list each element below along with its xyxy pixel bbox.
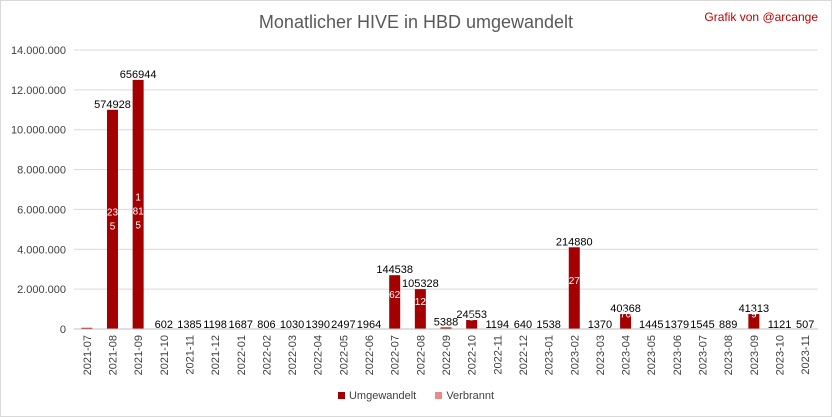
x-tick-label: 2022-10	[467, 335, 479, 375]
x-tick-label: 2023-06	[672, 335, 684, 375]
data-label-total: 214880	[556, 236, 593, 248]
data-label-total: 41313	[739, 303, 770, 315]
bar-umgewandelt	[389, 275, 401, 329]
data-label-total: 1370	[588, 319, 612, 331]
data-label-inner: 5	[469, 313, 475, 324]
data-label-inner: 5	[135, 220, 141, 231]
data-label-inner: 27	[569, 276, 581, 287]
data-label-inner: 62	[389, 290, 401, 301]
x-tick-label: 2022-05	[338, 335, 350, 375]
x-tick-label: 2023-04	[621, 335, 633, 375]
x-tick-label: 2022-11	[492, 335, 504, 375]
x-tick-label: 2022-09	[441, 335, 453, 375]
bar-umgewandelt	[748, 314, 760, 329]
x-tick-label: 2021-10	[159, 335, 171, 375]
data-label-total: 1194	[485, 319, 509, 331]
x-tick-label: 2023-01	[544, 335, 556, 375]
legend-item-verbrannt: Verbrannt	[435, 390, 494, 402]
credit-label: Grafik von @arcange	[704, 10, 818, 24]
legend-swatch-verbrannt	[435, 392, 443, 399]
data-label-total: 144538	[376, 264, 413, 276]
y-tick-label: 4.000.000	[17, 244, 66, 256]
data-label-total: 1198	[203, 319, 227, 331]
bar-umgewandelt	[81, 327, 93, 329]
x-tick-label: 2022-07	[390, 335, 402, 375]
x-tick-label: 2022-02	[261, 335, 273, 375]
legend-label-umgewandelt: Umgewandelt	[348, 390, 417, 402]
x-tick-label: 2023-08	[723, 335, 735, 375]
x-tick-label: 2023-03	[595, 335, 607, 375]
y-tick-label: 12.000.000	[11, 85, 66, 97]
data-label-total: 24553	[456, 309, 487, 321]
y-tick-label: 8.000.000	[17, 165, 66, 177]
bar-umgewandelt	[466, 320, 478, 329]
legend-label-verbrannt: Verbrannt	[446, 390, 495, 402]
x-tick-label: 2022-03	[287, 335, 299, 375]
data-label-total: 889	[719, 319, 737, 331]
chart-title: Monatlicher HIVE in HBD umgewandelt	[258, 12, 574, 32]
data-label-inner: 1	[135, 192, 141, 203]
data-label-inner: 12	[415, 297, 427, 308]
y-tick-label: 0	[60, 324, 66, 336]
legend-item-umgewandelt: Umgewandelt	[337, 390, 417, 402]
x-tick-label: 2023-11	[800, 335, 812, 375]
data-label-inner: 9	[751, 310, 757, 321]
data-label-inner: 23	[107, 207, 119, 218]
data-label-total: 1545	[690, 319, 714, 331]
bar-umgewandelt	[106, 109, 118, 330]
data-label-total: 602	[155, 319, 173, 331]
x-tick-label: 2023-07	[698, 335, 710, 375]
x-tick-label: 2022-04	[313, 335, 325, 375]
x-tick-label: 2023-05	[646, 335, 658, 375]
x-tick-label: 2023-02	[569, 335, 581, 375]
data-label-inner: 5	[110, 221, 116, 232]
x-tick-label: 2021-11	[184, 335, 196, 375]
data-label-total: 656944	[120, 69, 157, 81]
data-label-total: 574928	[94, 99, 131, 111]
y-tick-label: 2.000.000	[17, 284, 66, 296]
x-tick-label: 2021-12	[210, 335, 222, 375]
x-tick-label: 2021-09	[133, 335, 145, 375]
data-label-total: 40368	[610, 303, 641, 315]
data-label-total: 1030	[280, 319, 304, 331]
y-tick-label: 10.000.000	[11, 125, 66, 137]
data-label-total: 1379	[665, 319, 689, 331]
x-tick-label: 2022-08	[415, 335, 427, 375]
data-label-total: 5388	[434, 316, 458, 328]
bar-umgewandelt	[568, 247, 580, 329]
bar-umgewandelt	[414, 289, 426, 329]
data-label-total: 2497	[331, 319, 355, 331]
data-label-total: 1964	[357, 319, 381, 331]
bar-umgewandelt	[132, 79, 144, 330]
y-tick-label: 6.000.000	[17, 204, 66, 216]
x-tick-label: 2021-08	[107, 335, 119, 375]
data-label-total: 640	[514, 319, 532, 331]
x-tick-label: 2022-01	[236, 335, 248, 375]
data-label-total: 1445	[639, 319, 663, 331]
data-label-total: 806	[257, 319, 275, 331]
bar-umgewandelt	[620, 314, 632, 329]
data-label-total: 1687	[229, 319, 253, 331]
data-label-total: 1538	[536, 319, 560, 331]
x-tick-label: 2023-10	[775, 335, 787, 375]
data-label-total: 1385	[177, 319, 201, 331]
x-tick-label: 2022-12	[518, 335, 530, 375]
x-tick-label: 2021-07	[82, 335, 94, 375]
data-label-total: 1121	[768, 319, 792, 331]
legend: Umgewandelt Verbrannt	[0, 390, 832, 402]
y-tick-label: 14.000.000	[11, 45, 66, 57]
data-label-inner: 70	[620, 310, 632, 321]
data-label-total: 105328	[402, 278, 439, 290]
data-label-total: 1390	[305, 319, 329, 331]
x-tick-label: 2022-06	[364, 335, 376, 375]
x-tick-label: 2023-09	[749, 335, 761, 375]
data-label-total: 507	[796, 319, 814, 331]
data-label-inner: 81	[133, 206, 145, 217]
bar-umgewandelt	[440, 327, 452, 329]
legend-swatch-umgewandelt	[337, 392, 345, 399]
